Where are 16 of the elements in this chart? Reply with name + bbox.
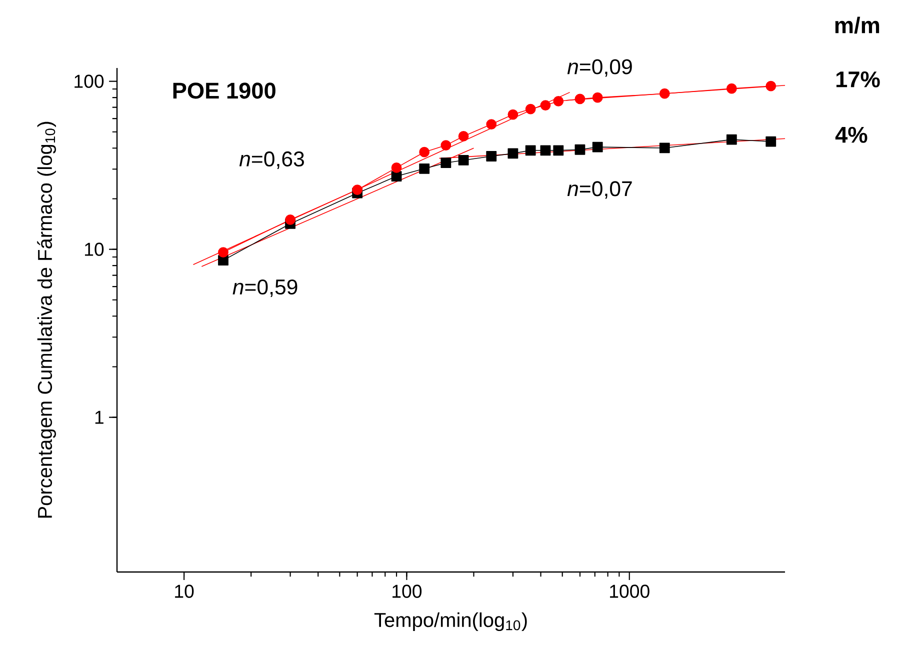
x-axis-title: Tempo/min(log$_{10}$): [374, 612, 527, 632]
annotation: n=0,07: [567, 181, 632, 199]
x-tick-label: 1000: [610, 584, 650, 598]
annotation: n=0,09: [567, 59, 632, 77]
text: 4%: [835, 126, 868, 143]
y-tick-label: 10: [85, 242, 104, 256]
legend-title: m/m: [835, 16, 880, 34]
annotation: n=0,59: [232, 279, 298, 298]
y-tick-label: 1: [95, 410, 104, 424]
y-axis-title: Porcentagem Cumulativa de Fármaco (log$_{10}$): [37, 122, 56, 518]
annotation: n=0,63: [239, 151, 304, 170]
x-tick-label: 10: [175, 584, 194, 598]
text: POE 1900: [173, 82, 276, 99]
y-tick-label: 100: [74, 74, 104, 88]
text: 17%: [836, 71, 880, 88]
x-tick-label: 100: [392, 584, 422, 598]
